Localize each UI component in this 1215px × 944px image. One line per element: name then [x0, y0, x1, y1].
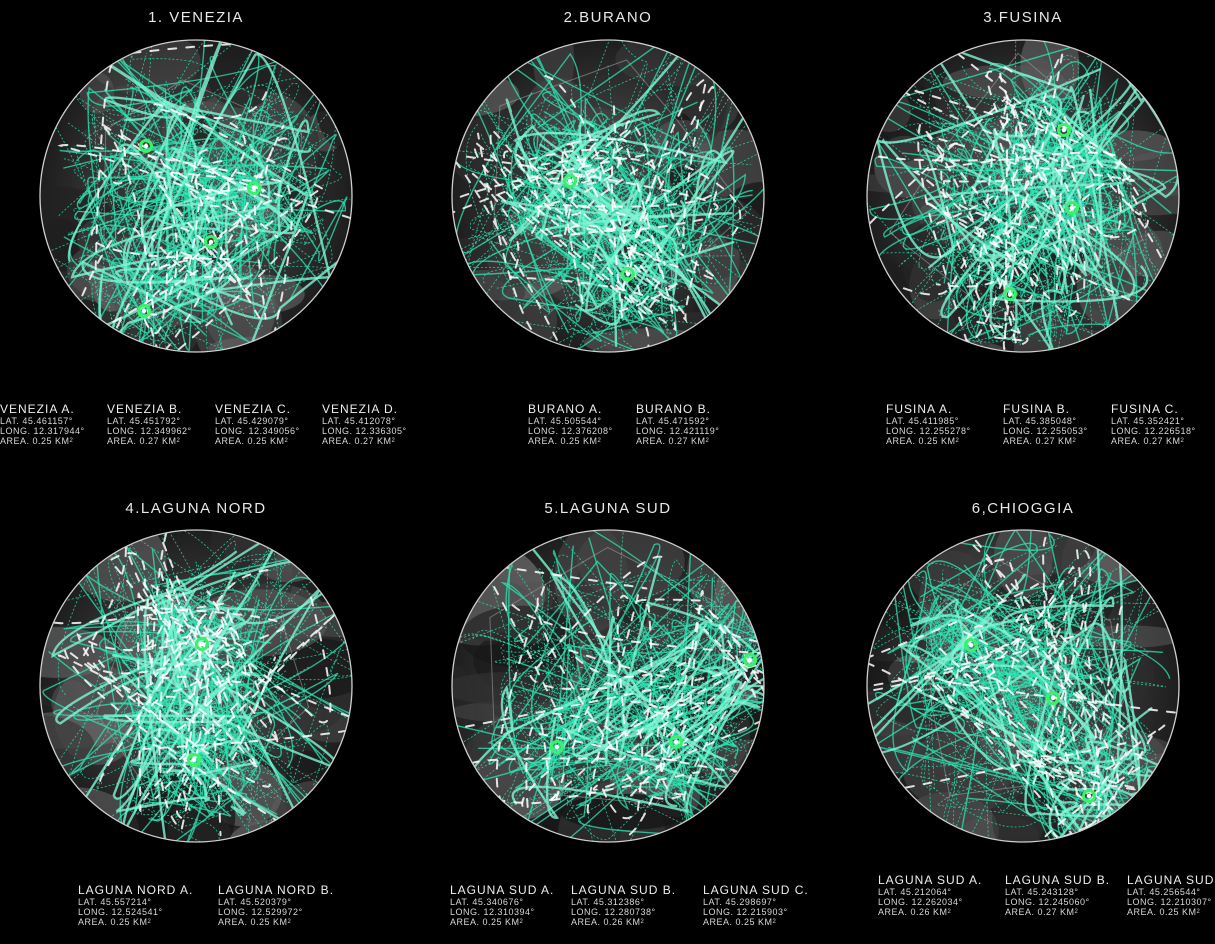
site-label: VENEZIA B. LAT. 45.451792° LONG. 12.349962…	[107, 402, 192, 447]
site-marker-icon	[204, 235, 218, 249]
site-label: LAGUNA NORD A. LAT. 45.557214° LONG. 12.52…	[78, 883, 194, 928]
site-marker-icon	[621, 267, 635, 281]
panel-laguna-sud: 5.LAGUNA SUD LAGUNA SUD A. LAT. 45.340676…	[400, 470, 820, 944]
map-circle	[39, 39, 353, 353]
map-circle	[39, 529, 353, 843]
panel-title: 6,CHIOGGIA	[971, 500, 1075, 517]
panel-title: 1. VENEZIA	[148, 9, 244, 26]
site-label: BURANO B. LAT. 45.471592° LONG. 12.421119°…	[636, 402, 720, 447]
panel-title: 5.LAGUNA SUD	[544, 500, 672, 517]
site-label: FUSINA C. LAT. 45.352421° LONG. 12.226518°…	[1111, 402, 1196, 447]
site-label: LAGUNA SUD C.LAT. 45.256544°LONG. 12.210…	[1127, 873, 1215, 918]
site-label: LAGUNA SUD A. LAT. 45.212064° LONG. 12.262…	[878, 873, 983, 918]
panel-title: 3.FUSINA	[983, 9, 1063, 26]
site-marker-icon	[669, 735, 683, 749]
site-marker-icon	[550, 740, 564, 754]
site-marker-icon	[563, 174, 577, 188]
site-marker-icon	[1003, 287, 1017, 301]
map-circle	[451, 529, 765, 843]
site-label: LAGUNA SUD C. LAT. 45.298697° LONG. 12.215…	[703, 883, 809, 928]
site-label: VENEZIA C. LAT. 45.429079° LONG. 12.349056…	[215, 402, 300, 447]
map-circle	[866, 39, 1180, 353]
site-label: FUSINA B. LAT. 45.385048° LONG. 12.255053°…	[1003, 402, 1088, 447]
site-marker-icon	[247, 181, 261, 195]
panel-laguna-nord: 4.LAGUNA NORD LAGUNA NORD A. LAT. 45.5572…	[0, 470, 400, 944]
map-circle	[866, 529, 1180, 843]
panel-fusina: 3.FUSINA FUSINA A. LAT. 45.411985° LONG. 1…	[820, 0, 1215, 470]
site-marker-icon	[187, 753, 201, 767]
site-marker-icon	[195, 637, 209, 651]
site-marker-icon	[1057, 123, 1071, 137]
site-marker-icon	[137, 304, 151, 318]
site-label: LAGUNA SUD B. LAT. 45.243128° LONG. 12.245…	[1005, 873, 1111, 918]
panel-venezia: 1. VENEZIA VENEZIA A. LAT. 45.461157° LONG…	[0, 0, 406, 470]
site-marker-icon	[1082, 789, 1096, 803]
site-marker-icon	[964, 638, 978, 652]
site-marker-icon	[1065, 201, 1079, 215]
map-circle	[451, 39, 765, 353]
site-label: BURANO A. LAT. 45.505544° LONG. 12.376208°…	[528, 402, 613, 447]
site-marker-icon	[1046, 691, 1060, 705]
panel-burano: 2.BURANO BURANO A. LAT. 45.505544° LONG. 1…	[400, 0, 820, 470]
site-marker-icon	[743, 653, 757, 667]
site-label: FUSINA A. LAT. 45.411985° LONG. 12.255278°…	[886, 402, 971, 447]
site-label: VENEZIA D. LAT. 45.412078° LONG. 12.336305…	[322, 402, 407, 447]
panel-title: 4.LAGUNA NORD	[125, 500, 267, 517]
site-label: LAGUNA NORD B. LAT. 45.520379° LONG. 12.52…	[218, 883, 335, 928]
site-marker-icon	[139, 139, 153, 153]
site-label: VENEZIA A. LAT. 45.461157° LONG. 12.317944…	[0, 402, 85, 447]
site-label: LAGUNA SUD A. LAT. 45.340676° LONG. 12.310…	[450, 883, 555, 928]
panel-title: 2.BURANO	[563, 9, 653, 26]
site-label: LAGUNA SUD B. LAT. 45.312386° LONG. 12.280…	[571, 883, 677, 928]
panel-chioggia: 6,CHIOGGIA LAGUNA SUD A. LAT. 45.212064° L…	[820, 470, 1215, 944]
